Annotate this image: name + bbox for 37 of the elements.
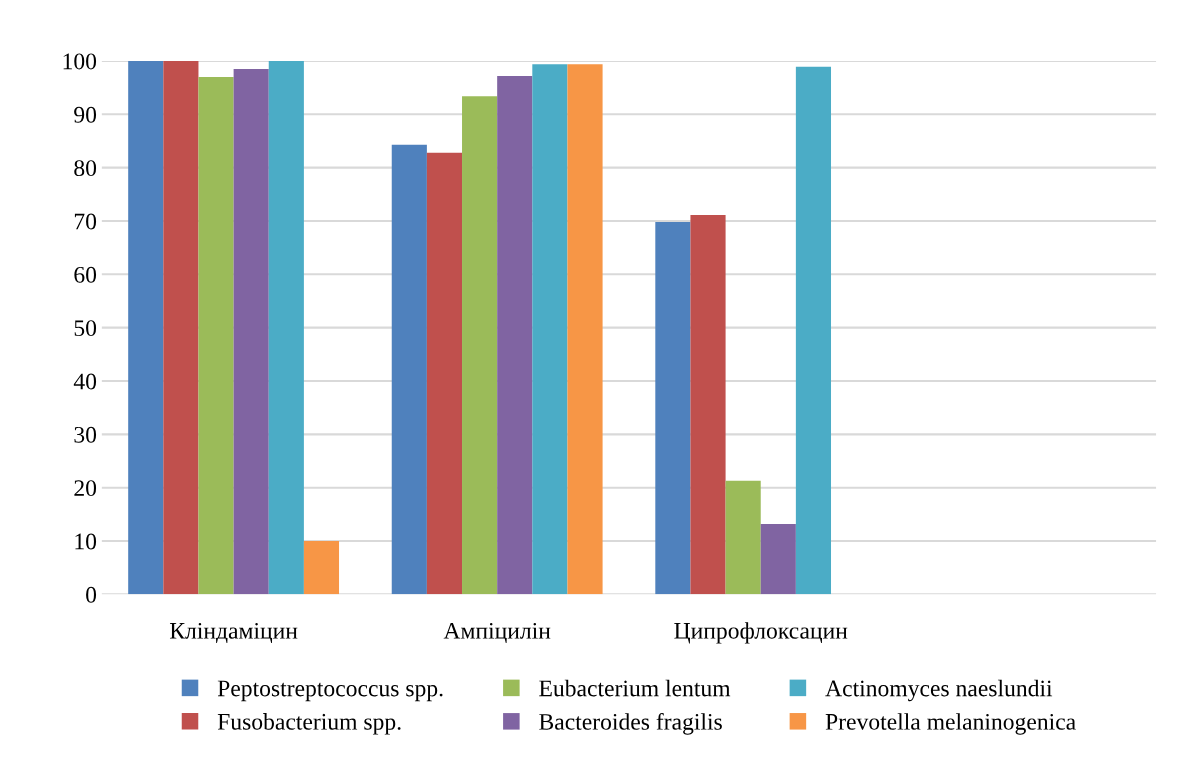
bar — [233, 68, 269, 595]
bar — [690, 215, 726, 595]
legend-label: Peptostreptococcus spp. — [217, 680, 443, 702]
y-tick-label: 50 — [74, 320, 97, 337]
x-tick-label: Ампіцилін — [443, 622, 551, 644]
legend-label: Eubacterium lentum — [539, 679, 731, 697]
x-tick-label: Кліндаміцин — [169, 622, 298, 644]
y-tick-label: 90 — [74, 106, 97, 123]
bar — [128, 60, 164, 595]
bar — [198, 76, 234, 595]
x-tick-label: Ципрофлоксацин — [674, 622, 848, 644]
legend-label: Bacteroides fragilis — [539, 712, 722, 735]
y-tick-label: 10 — [75, 533, 97, 550]
y-tick-label: 30 — [74, 426, 97, 443]
bar — [268, 60, 304, 595]
y-tick-label: 70 — [74, 213, 97, 230]
y-tick-label: 40 — [73, 373, 97, 390]
bar — [725, 480, 761, 595]
y-tick-label: 60 — [74, 266, 97, 283]
bar — [497, 75, 533, 595]
bar — [655, 222, 691, 595]
legend-label: Prevotella melaninogenica — [825, 713, 1076, 735]
bar — [567, 64, 603, 595]
bar — [760, 523, 796, 595]
bar — [462, 96, 498, 595]
y-tick-label: 20 — [74, 480, 97, 497]
legend-label: Actinomyces naeslundii — [825, 679, 1053, 702]
bar — [163, 60, 199, 595]
bar — [426, 152, 463, 595]
y-tick-label: 80 — [74, 160, 97, 177]
bar — [532, 64, 568, 595]
bar — [303, 541, 340, 595]
legend-label: Fusobacterium spp. — [217, 713, 401, 735]
bar — [391, 144, 427, 595]
y-tick-label: 0 — [86, 586, 97, 603]
bar — [795, 66, 832, 595]
y-tick-label: 100 — [63, 53, 97, 70]
